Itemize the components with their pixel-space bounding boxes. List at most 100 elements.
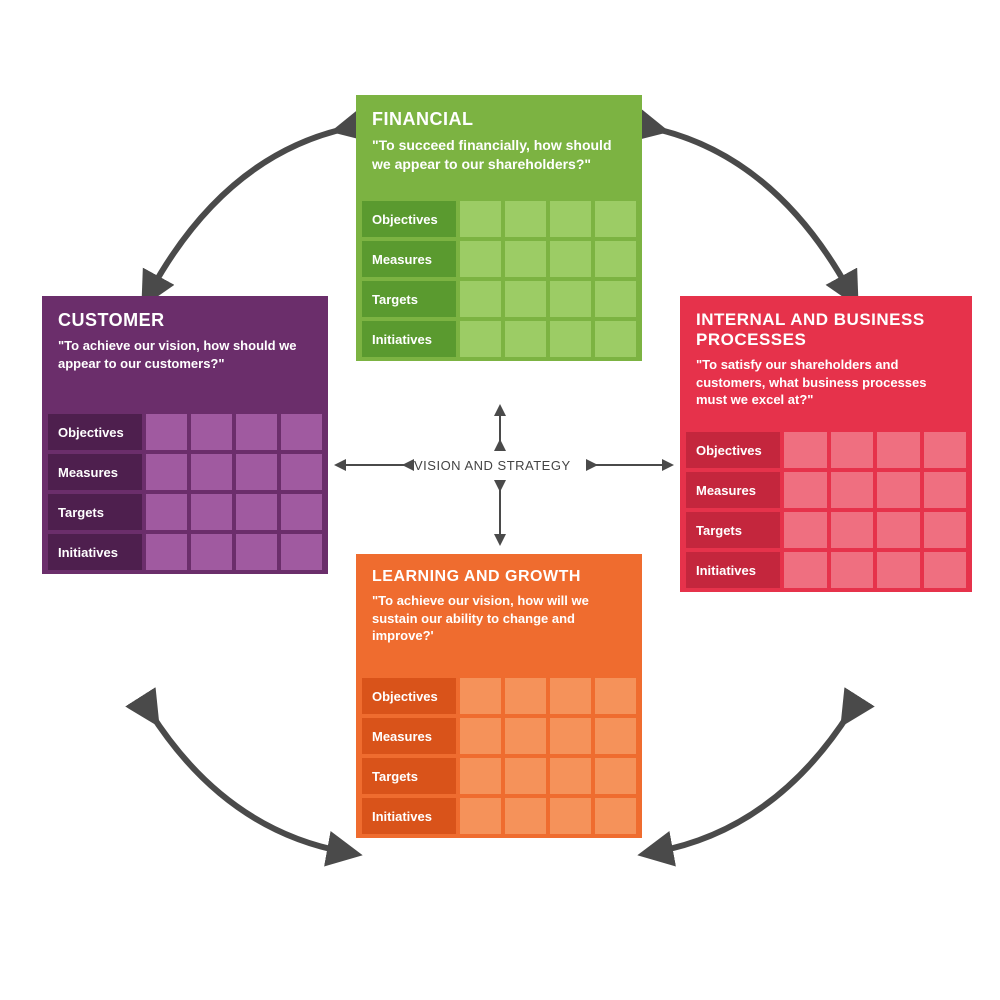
cell: [924, 472, 967, 508]
cell: [146, 414, 187, 450]
cell: [550, 758, 591, 794]
cell: [877, 472, 920, 508]
cell: [784, 512, 827, 548]
cell: [191, 454, 232, 490]
cell: [550, 678, 591, 714]
cell: [595, 241, 636, 277]
cell: [191, 534, 232, 570]
cell: [460, 718, 501, 754]
card-header-customer: CUSTOMER"To achieve our vision, how shou…: [42, 296, 328, 408]
cell: [146, 454, 187, 490]
cell: [595, 321, 636, 357]
card-rows-financial: Objectives Measures Targets Initiatives: [356, 195, 642, 361]
cell: [191, 414, 232, 450]
row-label: Objectives: [48, 414, 142, 450]
curved-arrow-2: [150, 712, 345, 852]
card-customer: CUSTOMER"To achieve our vision, how shou…: [42, 296, 328, 574]
cell: [281, 414, 322, 450]
cell: [924, 512, 967, 548]
card-row: Measures: [42, 454, 328, 494]
card-internal: INTERNAL AND BUSINESS PROCESSES"To satis…: [680, 296, 972, 592]
card-subtitle-internal: "To satisfy our shareholders and custome…: [696, 356, 956, 409]
card-subtitle-financial: "To succeed financially, how should we a…: [372, 136, 626, 174]
cell: [831, 472, 874, 508]
card-header-internal: INTERNAL AND BUSINESS PROCESSES"To satis…: [680, 296, 972, 426]
cell: [595, 678, 636, 714]
cell: [236, 494, 277, 530]
cell: [784, 432, 827, 468]
cell: [550, 798, 591, 834]
card-rows-internal: Objectives Measures Targets Initiatives: [680, 426, 972, 592]
row-label: Objectives: [362, 201, 456, 237]
cell: [784, 552, 827, 588]
cell: [831, 512, 874, 548]
cell: [236, 454, 277, 490]
row-label: Measures: [362, 718, 456, 754]
cell: [784, 472, 827, 508]
card-subtitle-learning: "To achieve our vision, how will we sust…: [372, 592, 626, 645]
cell: [595, 798, 636, 834]
cell: [191, 494, 232, 530]
cell: [236, 414, 277, 450]
row-label: Initiatives: [48, 534, 142, 570]
cell: [924, 552, 967, 588]
card-learning: LEARNING AND GROWTH "To achieve our visio…: [356, 554, 642, 838]
center-label: VISION AND STRATEGY: [414, 458, 571, 473]
card-row: Initiatives: [680, 552, 972, 592]
cell: [505, 321, 546, 357]
cell: [505, 758, 546, 794]
cell: [281, 494, 322, 530]
card-row: Objectives: [42, 408, 328, 454]
card-row: Targets: [42, 494, 328, 534]
card-row: Targets: [356, 281, 642, 321]
card-header-financial: FINANCIAL "To succeed financially, how sh…: [356, 95, 642, 195]
card-row: Objectives: [356, 195, 642, 241]
row-label: Targets: [362, 281, 456, 317]
cell: [877, 432, 920, 468]
cell: [595, 758, 636, 794]
cell: [924, 432, 967, 468]
cell: [460, 321, 501, 357]
card-rows-customer: Objectives Measures Targets Initiatives: [42, 408, 328, 574]
cell: [460, 241, 501, 277]
row-label: Objectives: [362, 678, 456, 714]
cell: [460, 798, 501, 834]
cell: [505, 281, 546, 317]
row-label: Initiatives: [362, 321, 456, 357]
card-title-financial: FINANCIAL: [372, 109, 626, 130]
cell: [595, 281, 636, 317]
cell: [877, 512, 920, 548]
card-financial: FINANCIAL "To succeed financially, how sh…: [356, 95, 642, 361]
cell: [460, 281, 501, 317]
row-label: Objectives: [686, 432, 780, 468]
row-label: Targets: [686, 512, 780, 548]
cell: [236, 534, 277, 570]
cell: [505, 241, 546, 277]
row-label: Initiatives: [362, 798, 456, 834]
card-row: Objectives: [680, 426, 972, 472]
cell: [505, 201, 546, 237]
cell: [550, 201, 591, 237]
row-label: Measures: [48, 454, 142, 490]
row-label: Targets: [362, 758, 456, 794]
cell: [877, 552, 920, 588]
curved-arrow-0: [150, 128, 348, 292]
row-label: Measures: [362, 241, 456, 277]
cell: [460, 758, 501, 794]
card-title-learning: LEARNING AND GROWTH: [372, 568, 626, 586]
card-title-customer: CUSTOMER: [58, 310, 312, 331]
row-label: Initiatives: [686, 552, 780, 588]
card-row: Initiatives: [42, 534, 328, 574]
card-row: Initiatives: [356, 321, 642, 361]
card-row: Targets: [680, 512, 972, 552]
cell: [550, 321, 591, 357]
cell: [281, 454, 322, 490]
card-header-learning: LEARNING AND GROWTH "To achieve our visio…: [356, 554, 642, 672]
card-rows-learning: Objectives Measures Targets Initiatives: [356, 672, 642, 838]
row-label: Targets: [48, 494, 142, 530]
cell: [281, 534, 322, 570]
cell: [550, 718, 591, 754]
row-label: Measures: [686, 472, 780, 508]
cell: [505, 678, 546, 714]
cell: [146, 534, 187, 570]
